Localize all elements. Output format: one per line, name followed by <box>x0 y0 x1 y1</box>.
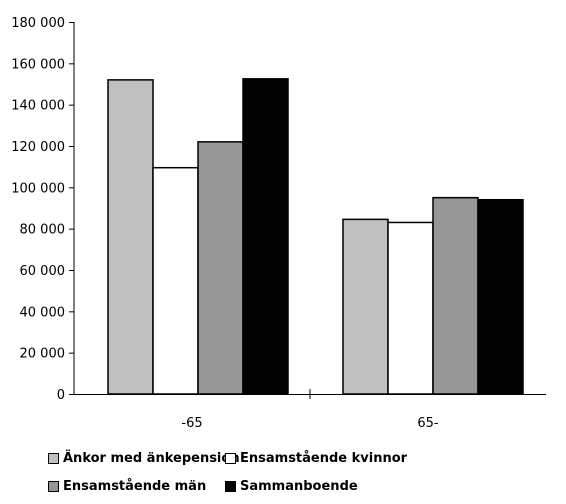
x-axis: -65 65- <box>74 389 546 431</box>
bar <box>197 141 244 395</box>
legend: Änkor med änkepension Ensamstående kvinn… <box>48 448 548 504</box>
y-tick-label: 60 000 <box>20 264 66 279</box>
bar <box>342 218 389 395</box>
y-tick-label: 160 000 <box>11 57 65 72</box>
bar <box>152 166 199 395</box>
y-tick-label: 180 000 <box>11 16 65 31</box>
legend-item-ensamstaende-kvinnor: Ensamstående kvinnor <box>225 451 407 466</box>
legend-label: Ensamstående män <box>63 478 207 494</box>
legend-swatch <box>225 452 236 464</box>
legend-label: Änkor med änkepension <box>63 450 240 466</box>
y-tick-label: 120 000 <box>11 140 65 155</box>
y-tick-label: 80 000 <box>20 223 66 238</box>
y-tick-label: 40 000 <box>20 305 66 320</box>
legend-item-ensamstaende-man: Ensamstående män <box>48 479 225 494</box>
bar-group <box>342 196 524 395</box>
bar-chart: 0 20 000 40 000 60 000 80 000 100 000 120 000 1… <box>11 16 546 431</box>
legend-swatch <box>225 480 236 492</box>
legend-row: Änkor med änkepension Ensamstående kvinn… <box>48 448 548 468</box>
y-tick-label: 0 <box>57 388 65 403</box>
legend-item-sammanboende: Sammanboende <box>225 479 358 494</box>
bars <box>107 78 524 395</box>
bar <box>107 79 154 395</box>
y-axis: 0 20 000 40 000 60 000 80 000 100 000 120 000 1… <box>11 16 75 403</box>
legend-row: Ensamstående män Sammanboende <box>48 476 548 496</box>
bar <box>387 221 434 395</box>
bar-group <box>107 78 289 395</box>
legend-label: Sammanboende <box>240 478 358 494</box>
bar <box>242 78 289 395</box>
legend-label: Ensamstående kvinnor <box>240 450 408 466</box>
bar <box>477 198 524 395</box>
x-tick-label: -65 <box>181 416 202 431</box>
bar <box>432 196 479 395</box>
y-tick-label: 100 000 <box>11 181 65 196</box>
x-tick-label: 65- <box>417 416 439 431</box>
y-tick-label: 20 000 <box>20 347 66 362</box>
legend-swatch <box>48 480 59 492</box>
y-tick-label: 140 000 <box>11 99 65 114</box>
legend-item-ankor: Änkor med änkepension <box>48 451 240 466</box>
legend-swatch <box>48 452 59 464</box>
